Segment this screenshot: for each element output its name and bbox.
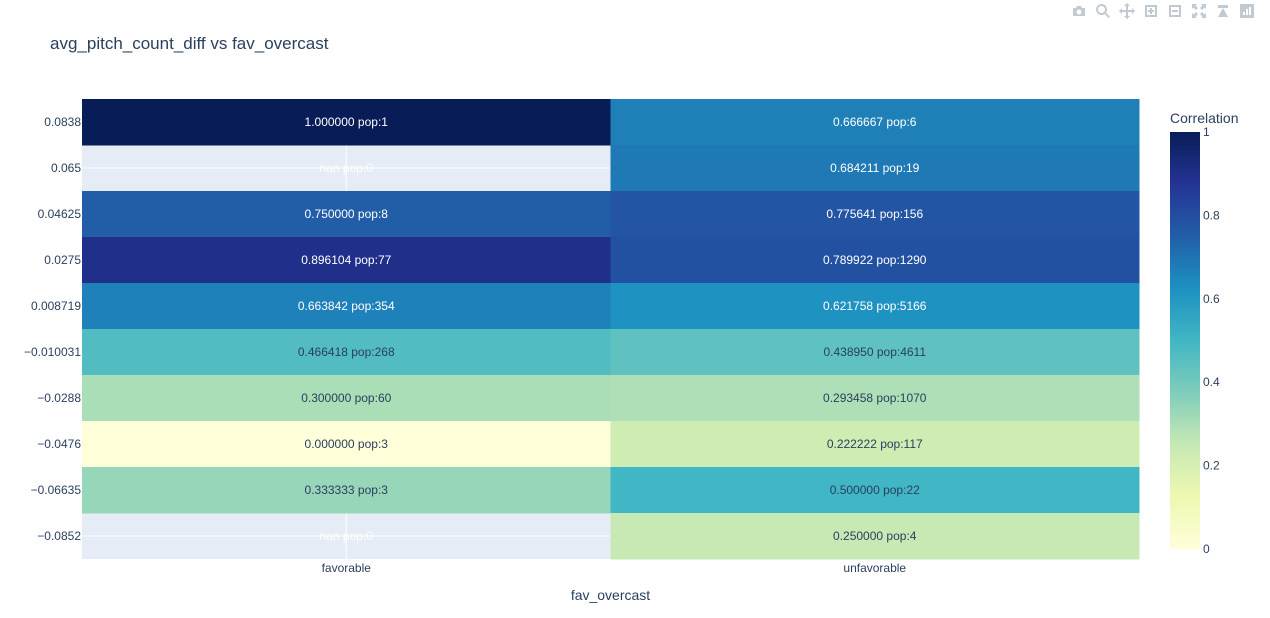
- colorbar: [1170, 132, 1200, 549]
- colorbar-tick-label: 0: [1203, 542, 1210, 556]
- pan-icon[interactable]: [1118, 3, 1136, 19]
- colorbar-ticks: 0 0.2 0.4 0.6 0.8 1: [1203, 125, 1220, 556]
- cell-label: nan pop:0: [320, 161, 374, 175]
- cell-label: 0.500000 pop:22: [830, 483, 920, 497]
- cell-label: 0.222222 pop:117: [827, 437, 923, 451]
- heatmap-cell: [82, 329, 611, 376]
- heatmap-cell: [610, 421, 1140, 468]
- autoscale-icon[interactable]: [1190, 3, 1208, 19]
- cell-label: 0.466418 pop:268: [298, 345, 395, 359]
- y-tick-label: −0.0852: [37, 529, 81, 543]
- cell-label: 0.293458 pop:1070: [823, 391, 927, 405]
- cell-label: 0.775641 pop:156: [826, 207, 923, 221]
- colorbar-tick-label: 0.6: [1203, 292, 1220, 306]
- heatmap-cell: [610, 467, 1140, 514]
- heatmap-cell: [82, 421, 611, 468]
- cell-label: 0.896104 pop:77: [301, 253, 391, 267]
- x-axis-ticks: favorable unfavorable: [322, 561, 907, 575]
- cell-label: 0.789922 pop:1290: [823, 253, 927, 267]
- reset-axes-icon[interactable]: [1214, 3, 1232, 19]
- colorbar-tick-label: 0.4: [1203, 375, 1220, 389]
- cell-label: 0.684211 pop:19: [830, 161, 920, 175]
- heatmap-cell: [82, 191, 611, 238]
- heatmap-cell: [82, 467, 611, 514]
- heatmap-cell: [610, 145, 1140, 192]
- y-tick-label: 0.0275: [44, 253, 81, 267]
- camera-icon[interactable]: [1070, 3, 1088, 19]
- heatmap-cells: [82, 99, 1140, 560]
- cell-label: 0.666667 pop:6: [833, 115, 917, 129]
- cell-label: 0.621758 pop:5166: [823, 299, 927, 313]
- y-tick-label: 0.0838: [44, 115, 81, 129]
- heatmap-cell: [610, 513, 1140, 560]
- zoom-out-icon[interactable]: [1166, 3, 1184, 19]
- modebar: [1070, 3, 1256, 19]
- chart-title: avg_pitch_count_diff vs fav_overcast: [50, 34, 329, 53]
- heatmap-cell: [82, 237, 611, 284]
- colorbar-title: Correlation: [1170, 110, 1238, 126]
- zoom-in-icon[interactable]: [1142, 3, 1160, 19]
- cell-label: 0.300000 pop:60: [301, 391, 391, 405]
- cell-label: 1.000000 pop:1: [305, 115, 389, 129]
- colorbar-tick-label: 0.8: [1203, 208, 1220, 222]
- cell-labels: 1.000000 pop:1 0.666667 pop:6 nan pop:0 0.6…: [298, 115, 927, 543]
- x-tick-label: unfavorable: [843, 561, 906, 575]
- cell-label: 0.663842 pop:354: [298, 299, 395, 313]
- y-tick-label: 0.008719: [31, 299, 81, 313]
- heatmap-cell: [610, 191, 1140, 238]
- y-tick-label: −0.010031: [24, 345, 81, 359]
- y-axis-ticks: 0.0838 0.065 0.04625 0.0275 0.008719 −0.01003…: [24, 115, 81, 543]
- colorbar-tick-label: 1: [1203, 125, 1210, 139]
- heatmap-cell: [82, 99, 611, 146]
- heatmap-cell: [610, 99, 1140, 146]
- heatmap-cell: [610, 283, 1140, 330]
- cell-label: 0.250000 pop:4: [833, 529, 917, 543]
- x-axis-title: fav_overcast: [571, 587, 650, 603]
- cell-label: 0.333333 pop:3: [305, 483, 389, 497]
- y-tick-label: −0.06635: [31, 483, 82, 497]
- heatmap-cell: [610, 329, 1140, 376]
- colorbar-tick-label: 0.2: [1203, 459, 1220, 473]
- cell-label: nan pop:0: [320, 529, 374, 543]
- cell-label: 0.750000 pop:8: [305, 207, 389, 221]
- heatmap-cell: [82, 283, 611, 330]
- zoom-icon[interactable]: [1094, 3, 1112, 19]
- heatmap-cell: [610, 375, 1140, 422]
- y-tick-label: −0.0288: [37, 391, 81, 405]
- heatmap-cell: [82, 375, 611, 422]
- heatmap-cell: [610, 237, 1140, 284]
- cell-label: 0.438950 pop:4611: [823, 345, 926, 359]
- cell-label: 0.000000 pop:3: [305, 437, 389, 451]
- plotly-logo-icon[interactable]: [1238, 3, 1256, 19]
- y-tick-label: 0.04625: [38, 207, 82, 221]
- y-tick-label: −0.0476: [37, 437, 81, 451]
- x-tick-label: favorable: [322, 561, 372, 575]
- y-tick-label: 0.065: [51, 161, 81, 175]
